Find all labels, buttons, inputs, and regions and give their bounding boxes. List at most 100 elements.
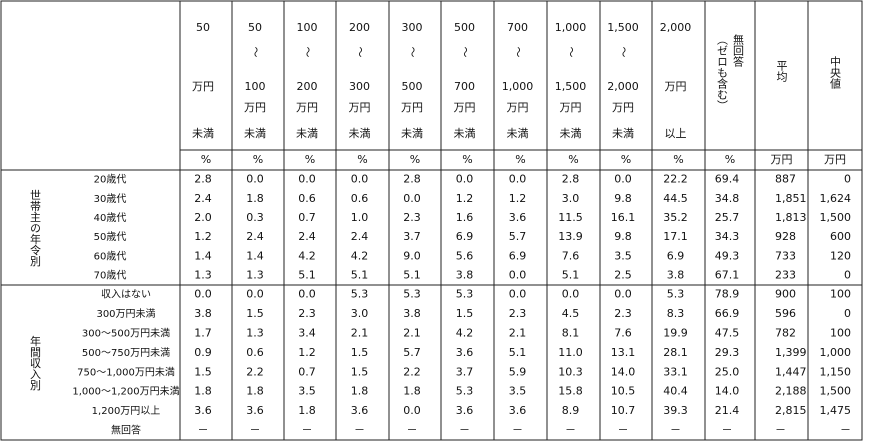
column-header: ～ xyxy=(249,47,262,58)
cell-value: 0.7 xyxy=(298,211,316,224)
cell-value: 1.8 xyxy=(298,404,316,417)
cell-value: 0.0 xyxy=(562,288,580,301)
column-header: 2,000 xyxy=(660,21,692,34)
cell-value: － xyxy=(775,424,786,437)
column-header: 700 xyxy=(507,21,528,34)
row-label: 20歳代 xyxy=(94,174,127,186)
cell-value: 3.7 xyxy=(456,365,474,378)
cell-value: 900 xyxy=(775,288,796,301)
cell-value: 0.0 xyxy=(403,192,421,205)
cell-value: 1.8 xyxy=(246,192,264,205)
cell-value: 33.1 xyxy=(663,365,688,378)
cell-value: 1,624 xyxy=(820,192,852,205)
cell-value: 1,399 xyxy=(775,346,807,359)
column-header: 500 xyxy=(454,21,475,34)
cell-value: 2,815 xyxy=(775,404,807,417)
cell-value: 120 xyxy=(830,249,851,262)
cell-value: 1.2 xyxy=(456,192,474,205)
unit-label: % xyxy=(515,153,525,166)
cell-value: 3.5 xyxy=(298,385,316,398)
cell-value: 14.0 xyxy=(715,385,740,398)
row-label: 1,000～1,200万円未満 xyxy=(72,386,179,398)
cell-value: 29.3 xyxy=(715,346,740,359)
cell-value: － xyxy=(250,424,261,437)
cell-value: 5.7 xyxy=(403,346,421,359)
unit-label: % xyxy=(357,153,367,166)
cell-value: 3.8 xyxy=(667,269,685,282)
cell-value: 0.0 xyxy=(194,288,212,301)
row-label: 30歳代 xyxy=(94,193,127,205)
column-header: 未満 xyxy=(612,127,634,140)
cell-value: 69.4 xyxy=(715,173,740,186)
column-header: 万円 xyxy=(192,80,214,93)
column-header: 1,500 xyxy=(607,21,639,34)
unit-label: % xyxy=(568,153,578,166)
unit-label: 万円 xyxy=(824,153,846,166)
cell-value: － xyxy=(565,424,576,437)
cell-value: 3.6 xyxy=(351,404,369,417)
cell-value: 1.6 xyxy=(456,211,474,224)
cell-value: 1,813 xyxy=(775,211,807,224)
row-label: 無回答 xyxy=(111,424,141,437)
cell-value: 1,150 xyxy=(820,365,852,378)
cell-value: 887 xyxy=(775,173,796,186)
cell-value: 1.5 xyxy=(351,365,369,378)
cell-value: 2.5 xyxy=(614,269,632,282)
cell-value: 3.8 xyxy=(403,307,421,320)
cell-value: 1.2 xyxy=(194,230,212,243)
cell-value: 2.3 xyxy=(403,211,421,224)
cell-value: 13.9 xyxy=(558,230,583,243)
row-label: 60歳代 xyxy=(94,250,127,262)
cell-value: 1,500 xyxy=(820,211,852,224)
cell-value: 5.3 xyxy=(667,288,685,301)
unit-label: % xyxy=(725,153,735,166)
cell-value: 0.0 xyxy=(298,173,316,186)
cell-value: 8.1 xyxy=(562,327,580,340)
column-header: 1,000 xyxy=(502,80,534,93)
group-label: 世帯主の年令別 xyxy=(29,189,42,267)
cell-value: 733 xyxy=(775,249,796,262)
cell-value: － xyxy=(198,424,209,437)
column-header: 未満 xyxy=(296,127,318,140)
cell-value: 9.8 xyxy=(614,230,632,243)
cell-value: 5.1 xyxy=(298,269,316,282)
cell-value: 7.6 xyxy=(614,327,632,340)
row-label: 50歳代 xyxy=(94,231,127,243)
cell-value: 0 xyxy=(844,269,851,282)
cell-value: 47.5 xyxy=(715,327,740,340)
cell-value: 67.1 xyxy=(715,269,740,282)
column-header: 平均 xyxy=(775,60,788,83)
cell-value: 0.0 xyxy=(298,288,316,301)
unit-label: % xyxy=(253,153,263,166)
unit-label: % xyxy=(673,153,683,166)
cell-value: 3.4 xyxy=(298,327,316,340)
cell-value: 2.3 xyxy=(298,307,316,320)
cell-value: 2,188 xyxy=(775,385,807,398)
cell-value: － xyxy=(407,424,418,437)
column-header: 未満 xyxy=(192,127,214,140)
column-header: 100 xyxy=(245,80,266,93)
cell-value: 40.4 xyxy=(663,385,688,398)
cell-value: 1.2 xyxy=(298,346,316,359)
cell-value: 2.3 xyxy=(509,307,527,320)
cell-value: 1.5 xyxy=(351,346,369,359)
cell-value: 0.9 xyxy=(194,346,212,359)
column-header: 万円 xyxy=(454,101,476,114)
cell-value: 0.0 xyxy=(614,173,632,186)
cell-value: 1.0 xyxy=(351,211,369,224)
cell-value: 9.8 xyxy=(614,192,632,205)
column-header: 未満 xyxy=(401,127,423,140)
column-header: 100 xyxy=(297,21,318,34)
cell-value: 1.8 xyxy=(351,385,369,398)
cell-value: 9.0 xyxy=(403,249,421,262)
cell-value: 100 xyxy=(830,327,851,340)
row-label: 40歳代 xyxy=(94,212,127,224)
cell-value: 28.1 xyxy=(663,346,688,359)
cell-value: 928 xyxy=(775,230,796,243)
unit-label: % xyxy=(305,153,315,166)
column-header: 300 xyxy=(402,21,423,34)
cell-value: 2.2 xyxy=(403,365,421,378)
cell-value: 6.9 xyxy=(456,230,474,243)
cell-value: 4.2 xyxy=(351,249,369,262)
